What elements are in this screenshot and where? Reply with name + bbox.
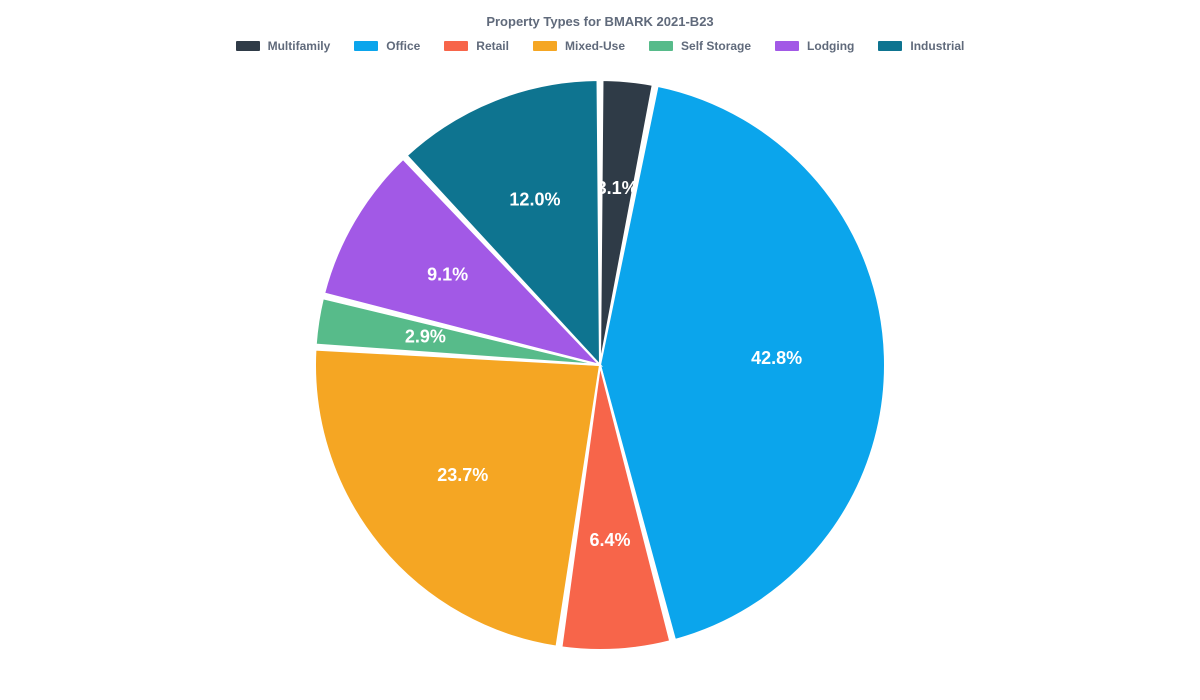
- slice-label: 12.0%: [509, 189, 560, 209]
- legend-label: Mixed-Use: [565, 39, 625, 53]
- legend-swatch: [533, 41, 557, 51]
- legend-label: Office: [386, 39, 420, 53]
- legend-item[interactable]: Industrial: [878, 39, 964, 53]
- legend-label: Retail: [476, 39, 509, 53]
- legend-swatch: [354, 41, 378, 51]
- legend-swatch: [775, 41, 799, 51]
- slice-label: 6.4%: [589, 530, 630, 550]
- pie-container: 3.1% 42.8% 6.4% 23.7% 2.9% 9.1% 12.0%: [0, 65, 1200, 665]
- legend-swatch: [236, 41, 260, 51]
- slice-label: 23.7%: [437, 465, 488, 485]
- legend-item[interactable]: Retail: [444, 39, 509, 53]
- legend-item[interactable]: Lodging: [775, 39, 854, 53]
- slice-label: 2.9%: [405, 327, 446, 347]
- legend-item[interactable]: Mixed-Use: [533, 39, 625, 53]
- legend-label: Multifamily: [268, 39, 331, 53]
- pie-chart: 3.1% 42.8% 6.4% 23.7% 2.9% 9.1% 12.0%: [290, 65, 910, 665]
- legend-label: Lodging: [807, 39, 854, 53]
- legend-item[interactable]: Multifamily: [236, 39, 331, 53]
- legend-swatch: [444, 41, 468, 51]
- legend-swatch: [878, 41, 902, 51]
- chart-title: Property Types for BMARK 2021-B23: [0, 0, 1200, 39]
- legend: Multifamily Office Retail Mixed-Use Self Sto…: [0, 39, 1200, 65]
- slice-label: 9.1%: [427, 264, 468, 284]
- pie-slice[interactable]: [315, 350, 600, 647]
- legend-label: Self Storage: [681, 39, 751, 53]
- slice-label: 42.8%: [751, 348, 802, 368]
- legend-label: Industrial: [910, 39, 964, 53]
- slice-label: 3.1%: [597, 178, 638, 198]
- legend-swatch: [649, 41, 673, 51]
- legend-item[interactable]: Office: [354, 39, 420, 53]
- legend-item[interactable]: Self Storage: [649, 39, 751, 53]
